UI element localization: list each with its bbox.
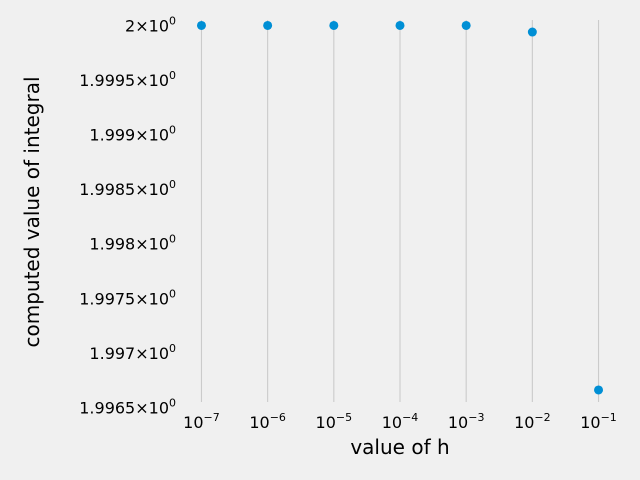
- y-tick-mantissa: 1.997×10: [89, 344, 169, 363]
- y-tick-label: 1.9965×100: [79, 396, 176, 417]
- data-point: [329, 20, 339, 30]
- data-point: [395, 20, 405, 30]
- x-tick-base: 10: [514, 413, 534, 432]
- x-tick-base: 10: [249, 413, 269, 432]
- x-tick-label: 10−1: [580, 411, 617, 432]
- x-tick-base: 10: [580, 413, 600, 432]
- y-tick-label: 1.999×100: [89, 124, 176, 145]
- data-point: [263, 20, 273, 30]
- y-tick-mantissa: 1.9985×10: [79, 180, 169, 199]
- y-tick-mantissa: 1.9975×10: [79, 289, 169, 308]
- y-tick-label: 1.9985×100: [79, 178, 176, 199]
- x-tick-label: 10−3: [448, 411, 485, 432]
- x-tick-exponent: −2: [534, 411, 550, 424]
- x-tick-label: 10−2: [514, 411, 551, 432]
- data-point: [461, 20, 471, 30]
- x-tick-base: 10: [316, 413, 336, 432]
- x-tick-exponent: −3: [468, 411, 484, 424]
- y-tick-exponent: 0: [169, 396, 176, 409]
- y-tick-labels: 2×1001.9995×1001.999×1001.9985×1001.998×…: [79, 14, 176, 417]
- y-tick-mantissa: 1.9965×10: [79, 398, 169, 417]
- x-axis-title: value of h: [350, 435, 449, 459]
- y-tick-mantissa: 1.9995×10: [79, 71, 169, 90]
- y-tick-label: 1.9995×100: [79, 69, 176, 90]
- data-point: [594, 385, 604, 395]
- x-tick-label: 10−5: [316, 411, 353, 432]
- y-tick-exponent: 0: [169, 233, 176, 246]
- x-grid: [200, 20, 600, 402]
- y-tick-mantissa: 2×10: [125, 16, 169, 35]
- y-tick-label: 1.9975×100: [79, 287, 176, 308]
- data-point: [196, 20, 206, 30]
- data-points: [196, 20, 604, 395]
- y-tick-exponent: 0: [169, 69, 176, 82]
- y-tick-label: 1.997×100: [89, 342, 176, 363]
- x-tick-base: 10: [382, 413, 402, 432]
- x-tick-labels: 10−7 10−6 10−5 10−4 10−3 10−2 10−1: [183, 411, 617, 432]
- x-tick-exponent: −4: [402, 411, 418, 424]
- y-tick-exponent: 0: [169, 342, 176, 355]
- x-tick-label: 10−7: [183, 411, 220, 432]
- y-axis-title: computed value of integral: [20, 76, 44, 347]
- x-tick-label: 10−4: [382, 411, 419, 432]
- y-tick-label: 2×100: [125, 14, 176, 35]
- data-point: [527, 27, 537, 37]
- y-tick-label: 1.998×100: [89, 233, 176, 254]
- y-tick-mantissa: 1.998×10: [89, 235, 169, 254]
- x-tick-exponent: −7: [204, 411, 220, 424]
- y-tick-exponent: 0: [169, 178, 176, 191]
- x-tick-exponent: −6: [270, 411, 286, 424]
- y-tick-exponent: 0: [169, 124, 176, 137]
- x-tick-exponent: −1: [601, 411, 617, 424]
- x-tick-base: 10: [183, 413, 203, 432]
- x-tick-exponent: −5: [336, 411, 352, 424]
- x-tick-label: 10−6: [249, 411, 286, 432]
- x-tick-base: 10: [448, 413, 468, 432]
- y-tick-exponent: 0: [169, 287, 176, 300]
- y-tick-exponent: 0: [169, 14, 176, 27]
- y-tick-mantissa: 1.999×10: [89, 126, 169, 145]
